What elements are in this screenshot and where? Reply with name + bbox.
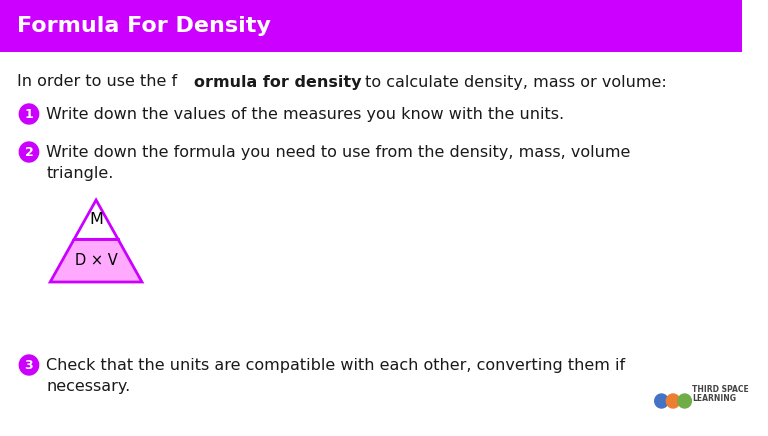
Circle shape (678, 394, 691, 408)
Text: Write down the formula you need to use from the density, mass, volume: Write down the formula you need to use f… (46, 144, 631, 160)
Text: Write down the values of the measures you know with the units.: Write down the values of the measures yo… (46, 106, 564, 122)
Bar (0, 52, 742, 436)
Text: to calculate density, mass or volume:: to calculate density, mass or volume: (360, 75, 667, 89)
Circle shape (19, 104, 38, 124)
Text: 1: 1 (25, 108, 33, 120)
Text: In order to use the f: In order to use the f (18, 75, 177, 89)
Text: ormula for density: ormula for density (194, 75, 362, 89)
Polygon shape (50, 239, 142, 282)
Text: D × V: D × V (74, 253, 118, 268)
Text: Check that the units are compatible with each other, converting them if: Check that the units are compatible with… (46, 358, 625, 372)
Bar (0, 0, 742, 52)
Text: triangle.: triangle. (46, 166, 114, 181)
Polygon shape (74, 200, 118, 239)
Text: LEARNING: LEARNING (693, 394, 737, 402)
Text: THIRD SPACE: THIRD SPACE (693, 385, 749, 394)
Text: 3: 3 (25, 358, 33, 371)
Circle shape (19, 142, 38, 162)
Circle shape (19, 355, 38, 375)
Text: 2: 2 (25, 146, 33, 159)
Circle shape (654, 394, 668, 408)
Text: M: M (89, 212, 103, 227)
Circle shape (667, 394, 680, 408)
Text: necessary.: necessary. (46, 378, 131, 394)
Text: Formula For Density: Formula For Density (18, 16, 271, 36)
